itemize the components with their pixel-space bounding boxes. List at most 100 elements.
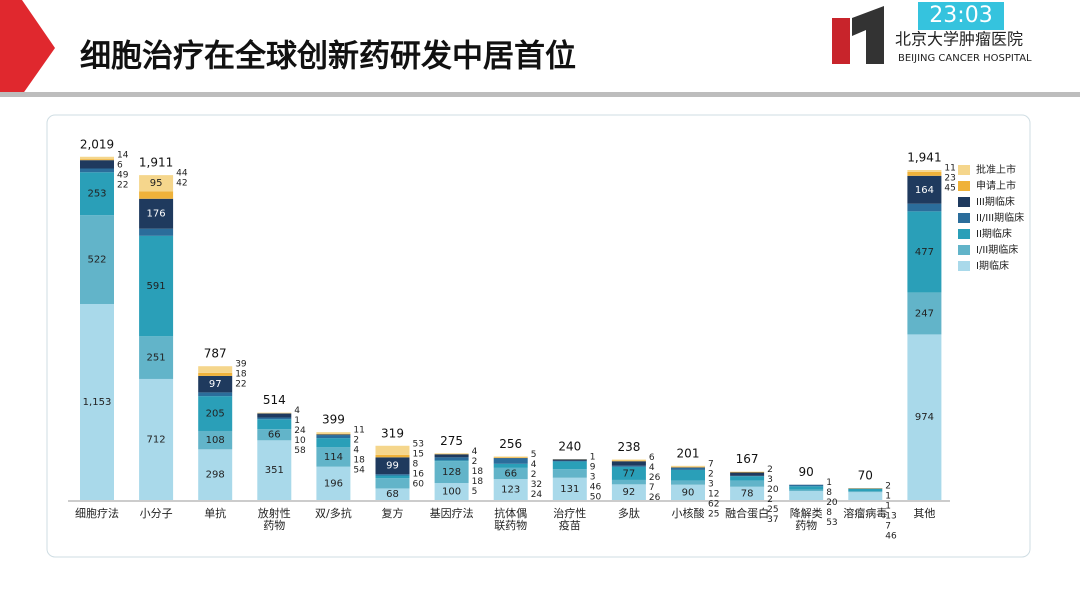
- x-tick-label: 小分子: [139, 507, 173, 520]
- value-label: 99: [386, 461, 399, 472]
- value-label: 2: [353, 436, 359, 446]
- logo-mark: [852, 6, 884, 64]
- value-label: 78: [741, 488, 754, 499]
- bar-segment: [316, 432, 351, 435]
- value-label: 2: [885, 482, 891, 492]
- x-tick-label: 溶瘤病毒: [843, 507, 888, 520]
- bar-segment: [671, 469, 705, 481]
- bar-segment: [730, 471, 765, 473]
- value-label: 53: [413, 439, 424, 449]
- total-label: 787: [204, 347, 227, 361]
- bar-segment: [907, 171, 942, 176]
- value-label: 712: [147, 434, 166, 445]
- bar-segment: [907, 175, 942, 204]
- value-label: 24: [531, 490, 543, 500]
- bar-segment: [671, 465, 705, 468]
- divider: [0, 92, 1080, 97]
- legend-swatch: [958, 229, 970, 239]
- bar-segment: [139, 175, 174, 192]
- total-label: 1,911: [139, 156, 173, 170]
- bar-segment: [730, 476, 765, 481]
- bar-segment: [316, 447, 351, 467]
- bar-segment: [80, 215, 114, 304]
- value-label: 1: [885, 492, 891, 502]
- bar-segment: [730, 486, 765, 500]
- value-label: 66: [268, 430, 281, 441]
- value-label: 95: [150, 178, 163, 189]
- value-label: 7: [649, 483, 655, 493]
- bar-segment: [789, 490, 824, 500]
- bar-segment: [198, 372, 233, 376]
- value-label: 49: [117, 170, 129, 180]
- total-label: 238: [617, 440, 640, 454]
- legend-label: I/II期临床: [976, 243, 1018, 256]
- x-tick-label: 降解类 药物: [789, 507, 823, 532]
- bar-segment: [493, 463, 528, 468]
- value-label: 12: [708, 489, 719, 499]
- value-label: 14: [117, 150, 129, 160]
- x-tick-label: 细胞疗法: [75, 507, 119, 520]
- value-label: 205: [206, 409, 225, 420]
- bar-segment: [139, 235, 174, 337]
- bar-segment: [671, 480, 705, 485]
- value-label: 8: [826, 508, 832, 518]
- value-label: 3: [767, 475, 773, 485]
- value-label: 18: [472, 477, 484, 487]
- bar-segment: [80, 172, 114, 216]
- value-label: 32: [531, 480, 542, 490]
- bar-segment: [198, 392, 233, 397]
- value-label: 18: [353, 456, 365, 466]
- value-label: 128: [442, 467, 461, 478]
- value-label: 351: [265, 465, 284, 476]
- value-label: 42: [176, 179, 187, 189]
- bar-segment: [611, 461, 646, 466]
- value-label: 25: [767, 505, 778, 515]
- bar-segment: [671, 467, 705, 468]
- x-tick-label: 双/多抗: [315, 507, 352, 520]
- bar-segment: [493, 457, 528, 459]
- bar-segment: [375, 457, 410, 475]
- x-tick-label: 单抗: [204, 507, 227, 520]
- legend-swatch: [958, 245, 970, 255]
- bar-segment: [552, 461, 587, 470]
- value-label: 522: [87, 255, 106, 266]
- value-label: 45: [944, 184, 955, 194]
- bar-segment: [434, 460, 469, 462]
- bar-segment: [611, 479, 646, 485]
- bar-segment: [80, 156, 114, 160]
- bar-segment: [316, 466, 351, 500]
- chart-panel: [46, 114, 1031, 558]
- bar-segment: [434, 461, 469, 483]
- bar-segment: [80, 168, 114, 173]
- legend-label: 申请上市: [976, 179, 1016, 192]
- bar-segment: [611, 466, 646, 480]
- bar-segment: [552, 459, 587, 461]
- bar-segment: [789, 489, 824, 491]
- legend-swatch: [958, 213, 970, 223]
- value-label: 11: [353, 426, 364, 436]
- value-label: 25: [708, 509, 719, 519]
- bar-segment: [316, 434, 351, 436]
- value-label: 6: [117, 160, 123, 170]
- bar-segment: [848, 490, 883, 493]
- value-label: 54: [353, 466, 365, 476]
- bar-segment: [80, 303, 114, 500]
- bar-segment: [907, 211, 942, 293]
- bar-segment: [671, 467, 705, 470]
- value-label: 477: [915, 247, 934, 258]
- bar-segment: [434, 454, 469, 458]
- total-label: 70: [858, 469, 873, 483]
- slide-title: 细胞治疗在全球创新药研发中居首位: [80, 39, 576, 75]
- bar-segment: [552, 477, 587, 500]
- bar-segment: [198, 366, 233, 373]
- value-label: 77: [623, 468, 636, 479]
- value-label: 974: [915, 412, 934, 423]
- x-tick-label: 基因疗法: [429, 507, 474, 520]
- x-tick-label: 治疗性 疫苗: [553, 507, 587, 532]
- bar-segment: [139, 198, 174, 229]
- total-label: 2,019: [80, 137, 114, 151]
- logo-en: BEIJING CANCER HOSPITAL: [898, 53, 1032, 64]
- bar-segment: [139, 378, 174, 500]
- red-accent: [0, 0, 55, 95]
- bar-segment: [139, 228, 174, 236]
